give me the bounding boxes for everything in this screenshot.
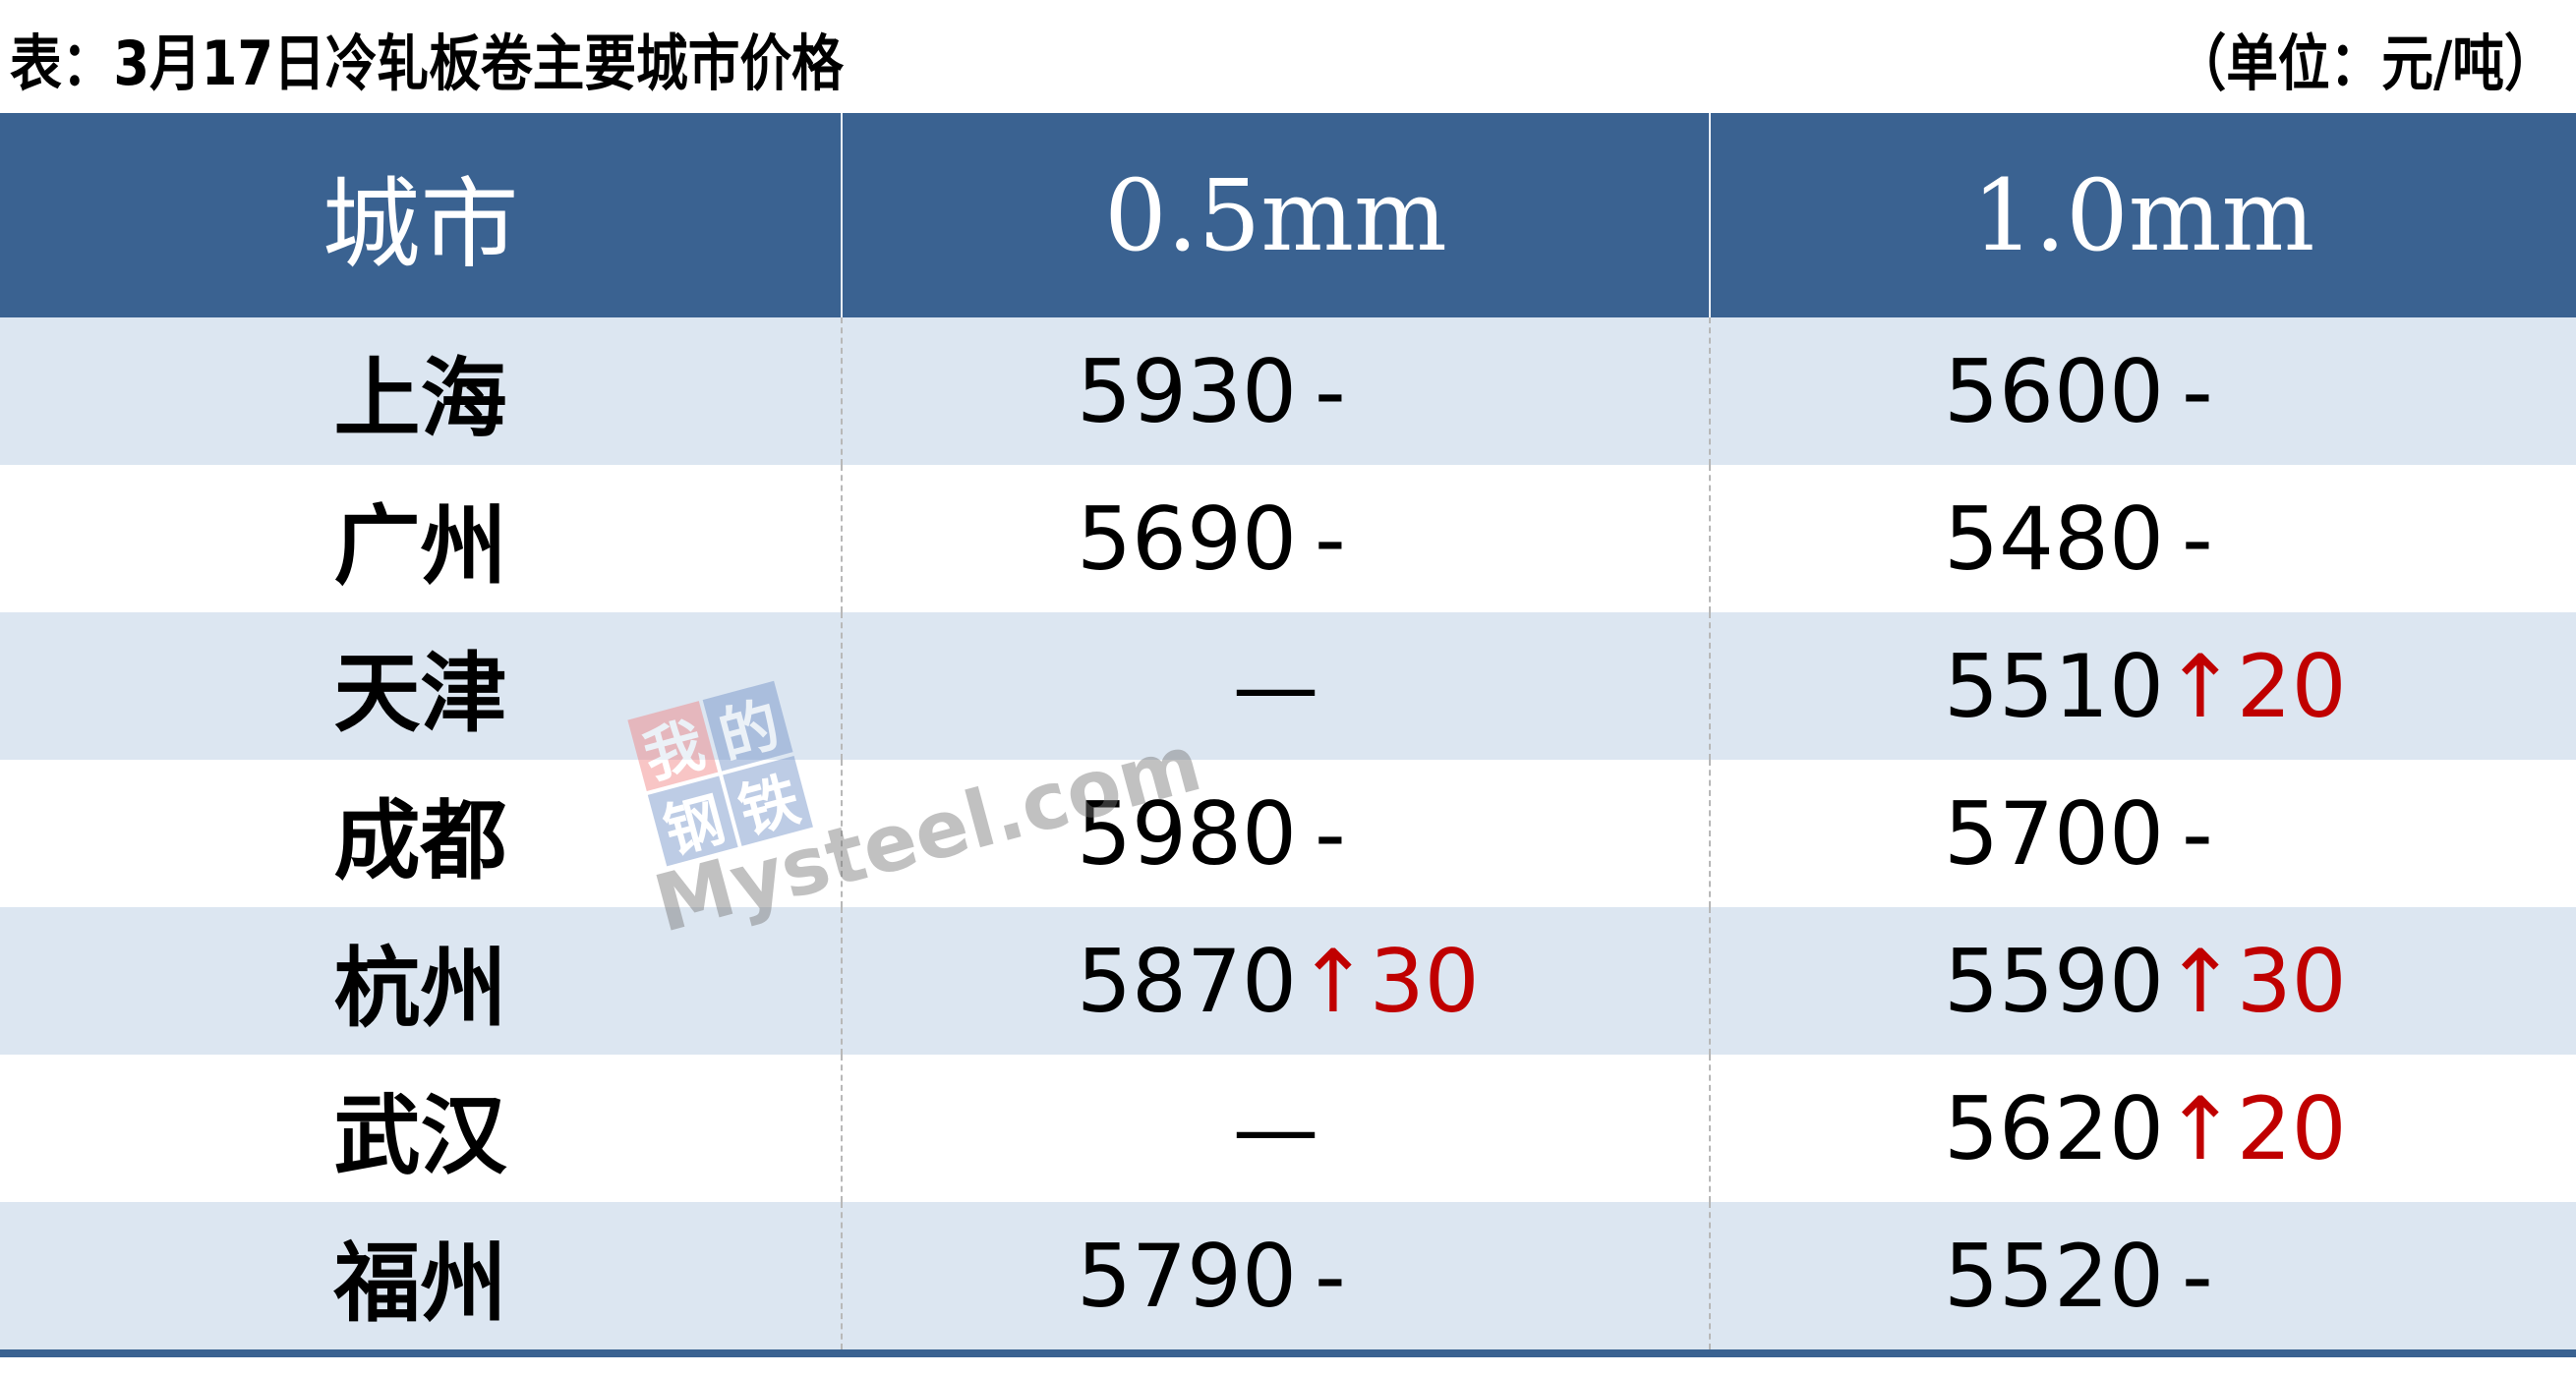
price-cell: 5790- — [843, 1202, 1711, 1349]
price-value: 5870 — [1077, 930, 1297, 1032]
price-value: 5510 — [1944, 635, 2164, 737]
price-cell: 5690- — [843, 465, 1711, 612]
city-cell: 成都 — [0, 760, 843, 907]
city-cell: 杭州 — [0, 907, 843, 1055]
table-row: 福州 5790-5520- — [0, 1202, 2576, 1349]
price-value: 5620 — [1944, 1077, 2164, 1179]
change-value: ↑20 — [2163, 635, 2347, 737]
change-value: - — [1314, 487, 1346, 590]
header-10mm: 1.0mm — [1971, 157, 2315, 273]
price-value: — — [1232, 1077, 1319, 1179]
unit-label: （单位：元/吨） — [2174, 28, 2556, 99]
price-cell: 5930- — [843, 317, 1711, 465]
price-value: 5930 — [1077, 340, 1297, 442]
price-value: 5480 — [1944, 487, 2164, 590]
price-cell: 5510 ↑20 — [1711, 612, 2576, 760]
change-value: - — [1314, 1225, 1346, 1327]
price-cell: 5870 ↑30 — [843, 907, 1711, 1055]
header-05mm: 0.5mm — [843, 113, 1711, 317]
price-cell: 5520- — [1711, 1202, 2576, 1349]
table-row: 上海 5930-5600- — [0, 317, 2576, 465]
change-value: ↑20 — [2163, 1077, 2347, 1179]
change-value: ↑30 — [1296, 930, 1480, 1032]
price-value: 5590 — [1944, 930, 2164, 1032]
table-header: 城市 0.5mm 1.0mm — [0, 113, 2576, 317]
price-value: 5980 — [1077, 782, 1297, 885]
table-row: 武汉 — 5620 ↑20 — [0, 1055, 2576, 1202]
price-table: 城市 0.5mm 1.0mm 上海 5930-5600- 广州 5690-5480- 天… — [0, 113, 2576, 1349]
price-cell: — — [843, 612, 1711, 760]
table-row: 广州 5690-5480- — [0, 465, 2576, 612]
table-bottom-border — [0, 1349, 2576, 1357]
change-value: - — [2181, 782, 2213, 885]
change-value: ↑30 — [2163, 930, 2347, 1032]
price-cell: 5980- — [843, 760, 1711, 907]
price-value: — — [1232, 635, 1319, 737]
change-value: - — [1314, 340, 1346, 442]
city-cell: 福州 — [0, 1202, 843, 1349]
price-cell: 5480- — [1711, 465, 2576, 612]
change-value: - — [2181, 487, 2213, 590]
price-value: 5520 — [1944, 1225, 2164, 1327]
table-row: 成都 5980-5700- — [0, 760, 2576, 907]
price-cell: 5600- — [1711, 317, 2576, 465]
change-value: - — [2181, 1225, 2213, 1327]
change-value: - — [1314, 782, 1346, 885]
table-title: 表：3月17日冷轧板卷主要城市价格 — [10, 28, 844, 99]
price-cell: — — [843, 1055, 1711, 1202]
price-value: 5700 — [1944, 782, 2164, 885]
city-cell: 天津 — [0, 612, 843, 760]
price-cell: 5620 ↑20 — [1711, 1055, 2576, 1202]
table-row: 天津 — 5510 ↑20 — [0, 612, 2576, 760]
price-cell: 5590 ↑30 — [1711, 907, 2576, 1055]
city-cell: 广州 — [0, 465, 843, 612]
price-cell: 5700- — [1711, 760, 2576, 907]
city-cell: 上海 — [0, 317, 843, 465]
header-city: 城市 — [0, 113, 843, 317]
city-cell: 武汉 — [0, 1055, 843, 1202]
table-row: 杭州 5870 ↑30 5590 ↑30 — [0, 907, 2576, 1055]
price-value: 5690 — [1077, 487, 1297, 590]
price-value: 5600 — [1944, 340, 2164, 442]
change-value: - — [2181, 340, 2213, 442]
price-value: 5790 — [1077, 1225, 1297, 1327]
